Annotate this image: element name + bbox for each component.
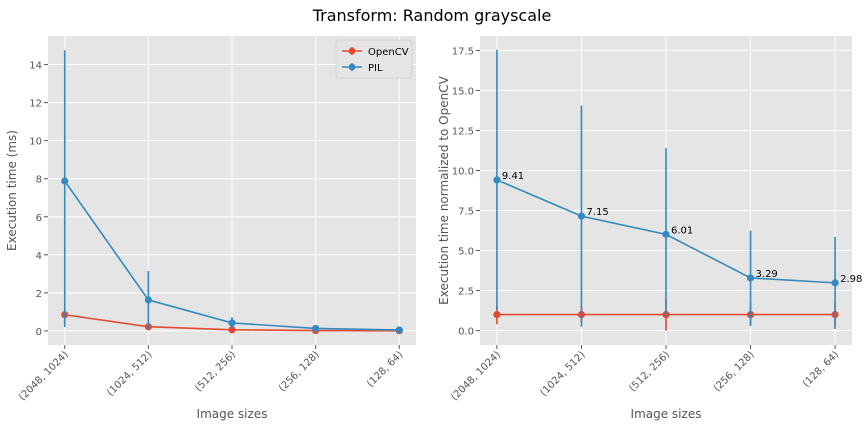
legend-marker: [348, 63, 356, 71]
data-label: 2.98: [840, 274, 862, 285]
chart-panel-1: 0 2 4 6 8 10 12 14 (2048, 1024) (1024, 512) (512, …: [5, 36, 416, 421]
data-point: [577, 212, 586, 220]
x-tick-label: (512, 256): [627, 349, 672, 394]
y-tick-label: 8: [36, 175, 42, 186]
data-point: [831, 279, 839, 287]
legend-entry: OpenCV: [368, 47, 409, 58]
data-label: 9.41: [502, 171, 524, 182]
legend: OpenCV PIL: [335, 39, 413, 79]
y-tick-label: 2: [36, 289, 42, 300]
x-tick-label: (128, 64): [365, 349, 405, 389]
data-label: 3.29: [756, 269, 778, 280]
y-tick-label: 2.5: [458, 287, 474, 298]
data-point: [662, 230, 670, 238]
y-tick-label: 12: [29, 99, 42, 110]
x-tick-label: (1024, 512): [105, 349, 154, 398]
data-point: [144, 296, 152, 304]
y-tick-label: 14: [29, 61, 42, 72]
y-tick-label: 4: [36, 251, 42, 262]
legend-entry: PIL: [368, 63, 383, 74]
x-tick-label: (2048, 1024): [17, 349, 71, 403]
y-axis-label: Execution time (ms): [5, 130, 19, 251]
data-point: [228, 319, 236, 327]
y-tick-label: 10: [29, 137, 42, 148]
y-tick-label: 0: [36, 327, 42, 338]
y-tick-label: 6: [36, 213, 42, 224]
x-tick-label: (256, 128): [712, 349, 757, 394]
y-tick-label: 12.5: [452, 126, 474, 137]
x-tick-label: (1024, 512): [538, 349, 587, 398]
data-point: [312, 324, 320, 333]
y-axis-label: Execution time normalized to OpenCV: [437, 75, 451, 304]
y-tick-label: 17.5: [452, 46, 474, 57]
data-point: [493, 310, 501, 319]
chart-panel-2: 0.0 2.5 5.0 7.5 10.0 12.5 15.0 17.5 (2048, 1024)…: [437, 36, 862, 421]
data-label: 7.15: [586, 207, 608, 218]
y-tick-label: 10.0: [452, 166, 474, 177]
x-axis-label: Image sizes: [197, 407, 268, 421]
data-label: 6.01: [671, 225, 693, 236]
x-axis-label: Image sizes: [631, 407, 702, 421]
data-point: [493, 176, 501, 184]
x-tick-label: (256, 128): [277, 349, 322, 394]
x-tick-label: (512, 256): [193, 349, 238, 394]
series-pil: [61, 50, 403, 334]
x-tick-label: (128, 64): [801, 349, 841, 389]
y-tick-label: 5.0: [458, 247, 474, 258]
series-pil: 9.41 7.15 6.01 3.29 2.98: [493, 49, 862, 329]
y-tick-label: 0.0: [458, 327, 474, 338]
x-tick-label: (2048, 1024): [449, 349, 503, 403]
data-point: [228, 326, 236, 334]
data-point: [746, 274, 755, 282]
y-tick-label: 7.5: [458, 207, 474, 218]
data-point: [61, 177, 69, 185]
y-tick-label: 15.0: [452, 86, 474, 97]
figure-title: Transform: Random grayscale: [312, 6, 552, 25]
legend-marker: [348, 47, 356, 55]
data-point: [395, 326, 403, 334]
